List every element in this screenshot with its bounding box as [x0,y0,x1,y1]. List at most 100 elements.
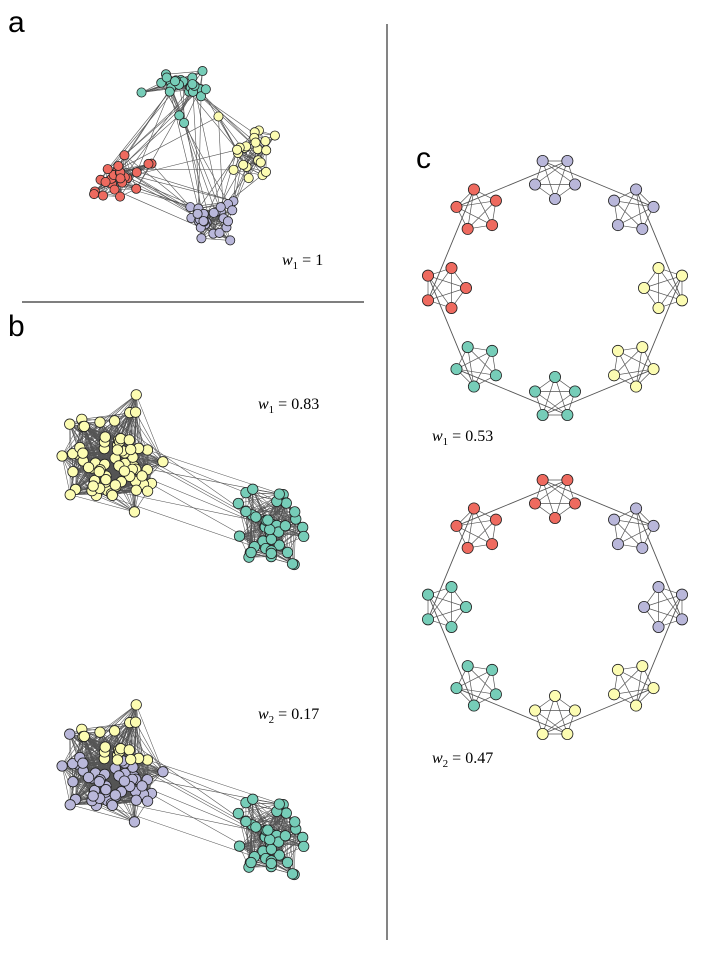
network-node-yellow [213,111,224,122]
network-node-yellow [255,157,266,168]
network-edge [542,368,654,416]
network-edge [542,160,576,185]
network-edge [427,594,475,706]
network-edge [613,519,643,549]
network-edge [238,813,251,863]
network-node-red [119,150,130,161]
network-edge [427,189,475,301]
network-edge [114,394,137,422]
network-node-red [89,189,100,200]
network-edge [96,495,135,513]
network-edge [293,519,297,565]
network-a [89,66,280,246]
network-edge [99,704,137,733]
network-edge [427,275,475,387]
network-edge [542,479,654,527]
network-edge [614,519,654,527]
network-node-teal [200,84,211,95]
network-edge [118,165,198,215]
network-edge [129,412,164,462]
network-node-teal [233,840,246,852]
network-node-purple [225,235,236,246]
network-node-yellow [630,699,643,712]
network-edge [643,287,683,301]
network-node-yellow [83,461,95,474]
network-node-teal [445,581,458,594]
network-node-teal [264,833,276,846]
network-node-red [561,474,574,487]
network-node-teal [247,793,259,805]
network-edge [70,494,135,513]
network-node-yellow [109,479,121,491]
network-node-teal [289,816,301,828]
network-node-yellow [87,480,99,492]
network-node-teal [459,601,472,614]
network-node-teal [280,807,292,819]
network-edge [255,511,295,518]
network-edge [658,594,683,628]
network-edge [617,525,654,545]
network-node-purple [64,728,76,740]
network-edge [635,594,683,706]
network-edge [79,420,115,448]
network-node-red [536,474,549,487]
network-edge [456,368,496,376]
network-edge [542,695,556,735]
network-node-red [131,183,142,194]
network-node-red [131,167,142,178]
network-node-teal [161,72,172,83]
network-node-yellow [536,727,549,740]
ring-network-c-top [422,155,688,421]
network-node-yellow [108,725,121,737]
network-node-yellow [106,489,118,501]
network-edge [456,479,568,527]
network-node-yellow [111,754,124,766]
network-edge [456,687,568,735]
network-node-purple [128,816,141,828]
network-edge [233,148,258,171]
network-node-teal [245,856,257,869]
network-node-teal [265,857,277,869]
network-edge [245,492,296,520]
weight-label-c-bottom: w2 = 0.47 [432,750,494,771]
network-node-teal [549,370,562,383]
network-edge [542,710,576,735]
network-edge [617,508,637,545]
network-edge [614,200,654,208]
network-node-purple [198,216,209,227]
network-node-teal [233,530,246,542]
network-node-yellow [261,145,272,156]
network-edge [427,594,467,608]
network-edge [427,508,475,620]
network-node-teal [489,688,502,701]
network-node-teal [422,588,435,601]
network-edge [70,804,135,823]
network-node-teal [461,660,474,673]
network-node-yellow [64,418,76,430]
network-node-teal [279,520,291,532]
network-edge [124,88,200,156]
weight-label-a: w1 = 1 [282,252,324,273]
network-edge [79,757,118,761]
network-node-red [461,222,474,235]
network-node-purple [636,222,649,235]
network-edge [635,666,643,706]
network-node-teal [196,91,207,102]
network-node-red [100,176,111,187]
network-node-teal [264,523,276,536]
network-edge [467,346,497,376]
network-edge [542,376,556,416]
network-node-yellow [647,363,660,376]
network-edge [82,420,115,462]
network-node-purple [157,766,169,778]
network-node-red [549,512,562,525]
network-node-purple [67,776,79,788]
network-node-purple [529,178,542,191]
network-node-purple [608,194,621,207]
network-edge [613,200,643,230]
network-edge [192,77,222,212]
network-node-teal [461,341,474,354]
network-node-teal [286,558,299,570]
network-node-yellow [136,470,148,482]
